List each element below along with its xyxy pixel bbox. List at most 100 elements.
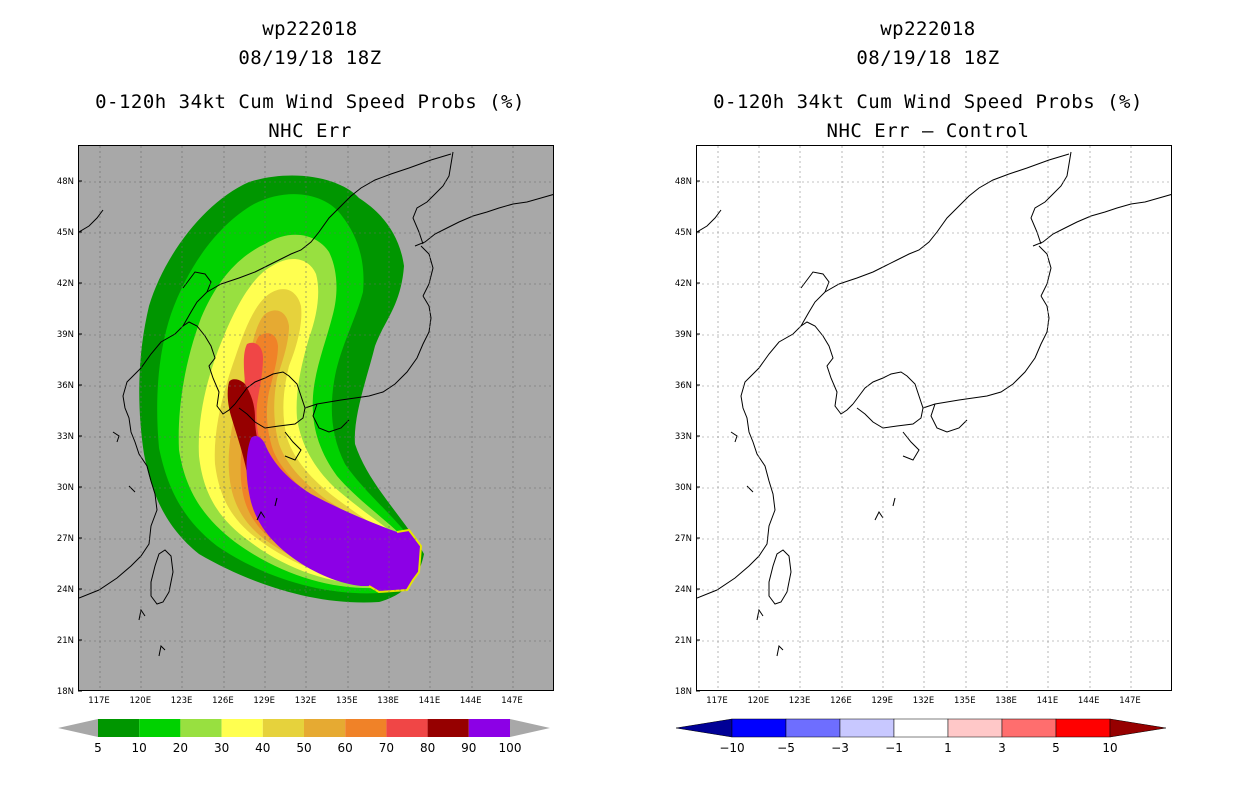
- colorbar-swatch: [947, 718, 1003, 738]
- colorbar-label: 20: [173, 741, 188, 755]
- lat-label: 42N: [57, 279, 74, 289]
- lat-label: 36N: [57, 381, 74, 391]
- lon-label: 129E: [871, 696, 893, 706]
- colorbar-label: 70: [379, 741, 394, 755]
- colorbar-arrow-high: [1109, 718, 1167, 738]
- colorbar-swatch: [1055, 718, 1111, 738]
- left-title-storm: wp222018: [262, 18, 358, 40]
- lon-label: 123E: [789, 696, 811, 706]
- lat-label: 39N: [675, 330, 692, 340]
- lon-label: 132E: [913, 696, 935, 706]
- colorbar-swatch: [785, 718, 841, 738]
- lon-label: 144E: [460, 696, 482, 706]
- lat-label: 18N: [675, 687, 692, 697]
- colorbar-swatch: [839, 718, 895, 738]
- lon-label: 117E: [88, 696, 110, 706]
- colorbar-swatch: [262, 719, 304, 737]
- colorbar-label: 40: [255, 741, 270, 755]
- colorbar-label: 1: [944, 741, 952, 755]
- colorbar-label: −5: [777, 741, 795, 755]
- lat-label: 30N: [57, 483, 74, 493]
- colorbar-swatch: [98, 719, 140, 737]
- colorbar-label: 3: [998, 741, 1006, 755]
- lat-label: 24N: [675, 585, 692, 595]
- colorbar-arrow-low: [675, 718, 733, 738]
- lon-label: 135E: [954, 696, 976, 706]
- colorbar-arrow-low: [58, 719, 98, 737]
- colorbar-swatch: [221, 719, 263, 737]
- swath-100: [246, 436, 421, 592]
- colorbar-swatch: [1001, 718, 1057, 738]
- lon-label: 123E: [171, 696, 193, 706]
- lon-label: 135E: [336, 696, 358, 706]
- colorbar-swatch: [345, 719, 387, 737]
- right-title-storm: wp222018: [880, 18, 976, 40]
- colorbar-swatch: [427, 719, 469, 737]
- colorbar-label: 30: [214, 741, 229, 755]
- lat-label: 21N: [675, 636, 692, 646]
- right-title-product: 0-120h 34kt Cum Wind Speed Probs (%): [713, 91, 1143, 113]
- colorbar-swatch: [180, 719, 222, 737]
- right-title-subtitle: NHC Err – Control: [826, 120, 1030, 142]
- swath-100-edge: [368, 528, 423, 594]
- colorbar-label: −3: [831, 741, 849, 755]
- lon-label: 117E: [706, 696, 728, 706]
- lon-label: 147E: [501, 696, 523, 706]
- right-title-date: 08/19/18 18Z: [856, 47, 1000, 69]
- colorbar-label: −10: [719, 741, 744, 755]
- lat-label: 18N: [57, 687, 74, 697]
- lon-label: 132E: [295, 696, 317, 706]
- right-colorbar: −10 −5 −3 −1 1 3 5 10: [675, 718, 1167, 755]
- lon-label: 141E: [419, 696, 441, 706]
- colorbar-label: 10: [1102, 741, 1117, 755]
- right-grid: [697, 146, 1171, 690]
- colorbar-label: 90: [461, 741, 476, 755]
- colorbar-label: 5: [94, 741, 102, 755]
- colorbar-swatch: [468, 719, 510, 737]
- lat-label: 24N: [57, 585, 74, 595]
- lat-label: 27N: [675, 534, 692, 544]
- left-title-product: 0-120h 34kt Cum Wind Speed Probs (%): [95, 91, 525, 113]
- colorbar-arrow-high: [510, 719, 550, 737]
- lat-label: 30N: [675, 483, 692, 493]
- left-title-subtitle: NHC Err: [268, 120, 352, 142]
- left-colorbar: 5 10 20 30 40 50 60 70 80 90 100: [58, 719, 550, 755]
- lon-label: 141E: [1037, 696, 1059, 706]
- left-probability-map: [78, 145, 554, 691]
- lon-label: 120E: [747, 696, 769, 706]
- lat-label: 42N: [675, 279, 692, 289]
- lon-label: 144E: [1078, 696, 1100, 706]
- left-title-date: 08/19/18 18Z: [238, 47, 382, 69]
- right-difference-map: [696, 145, 1172, 691]
- right-map-svg: [697, 146, 1171, 690]
- lat-label: 45N: [57, 228, 74, 238]
- lat-label: 33N: [57, 432, 74, 442]
- lon-label: 147E: [1119, 696, 1141, 706]
- colorbar-label: 80: [420, 741, 435, 755]
- left-grid: [79, 146, 553, 690]
- lon-label: 138E: [995, 696, 1017, 706]
- colorbar-label: 100: [499, 741, 522, 755]
- lon-label: 129E: [253, 696, 275, 706]
- lon-label: 126E: [212, 696, 234, 706]
- colorbar-swatch: [304, 719, 346, 737]
- lon-label: 120E: [129, 696, 151, 706]
- colorbar-label: 5: [1052, 741, 1060, 755]
- lat-label: 27N: [57, 534, 74, 544]
- colorbar-label: 10: [132, 741, 147, 755]
- colorbar-label: 60: [338, 741, 353, 755]
- left-map-svg: [79, 146, 553, 690]
- right-coastlines: [697, 151, 1171, 657]
- lat-label: 33N: [675, 432, 692, 442]
- lat-label: 21N: [57, 636, 74, 646]
- lat-label: 39N: [57, 330, 74, 340]
- colorbar-swatch: [893, 718, 949, 738]
- lon-label: 138E: [377, 696, 399, 706]
- colorbar-swatch: [139, 719, 181, 737]
- colorbar-label: −1: [885, 741, 903, 755]
- colorbar-swatch: [386, 719, 428, 737]
- lat-label: 48N: [675, 177, 692, 187]
- lat-label: 36N: [675, 381, 692, 391]
- lon-label: 126E: [830, 696, 852, 706]
- lat-label: 45N: [675, 228, 692, 238]
